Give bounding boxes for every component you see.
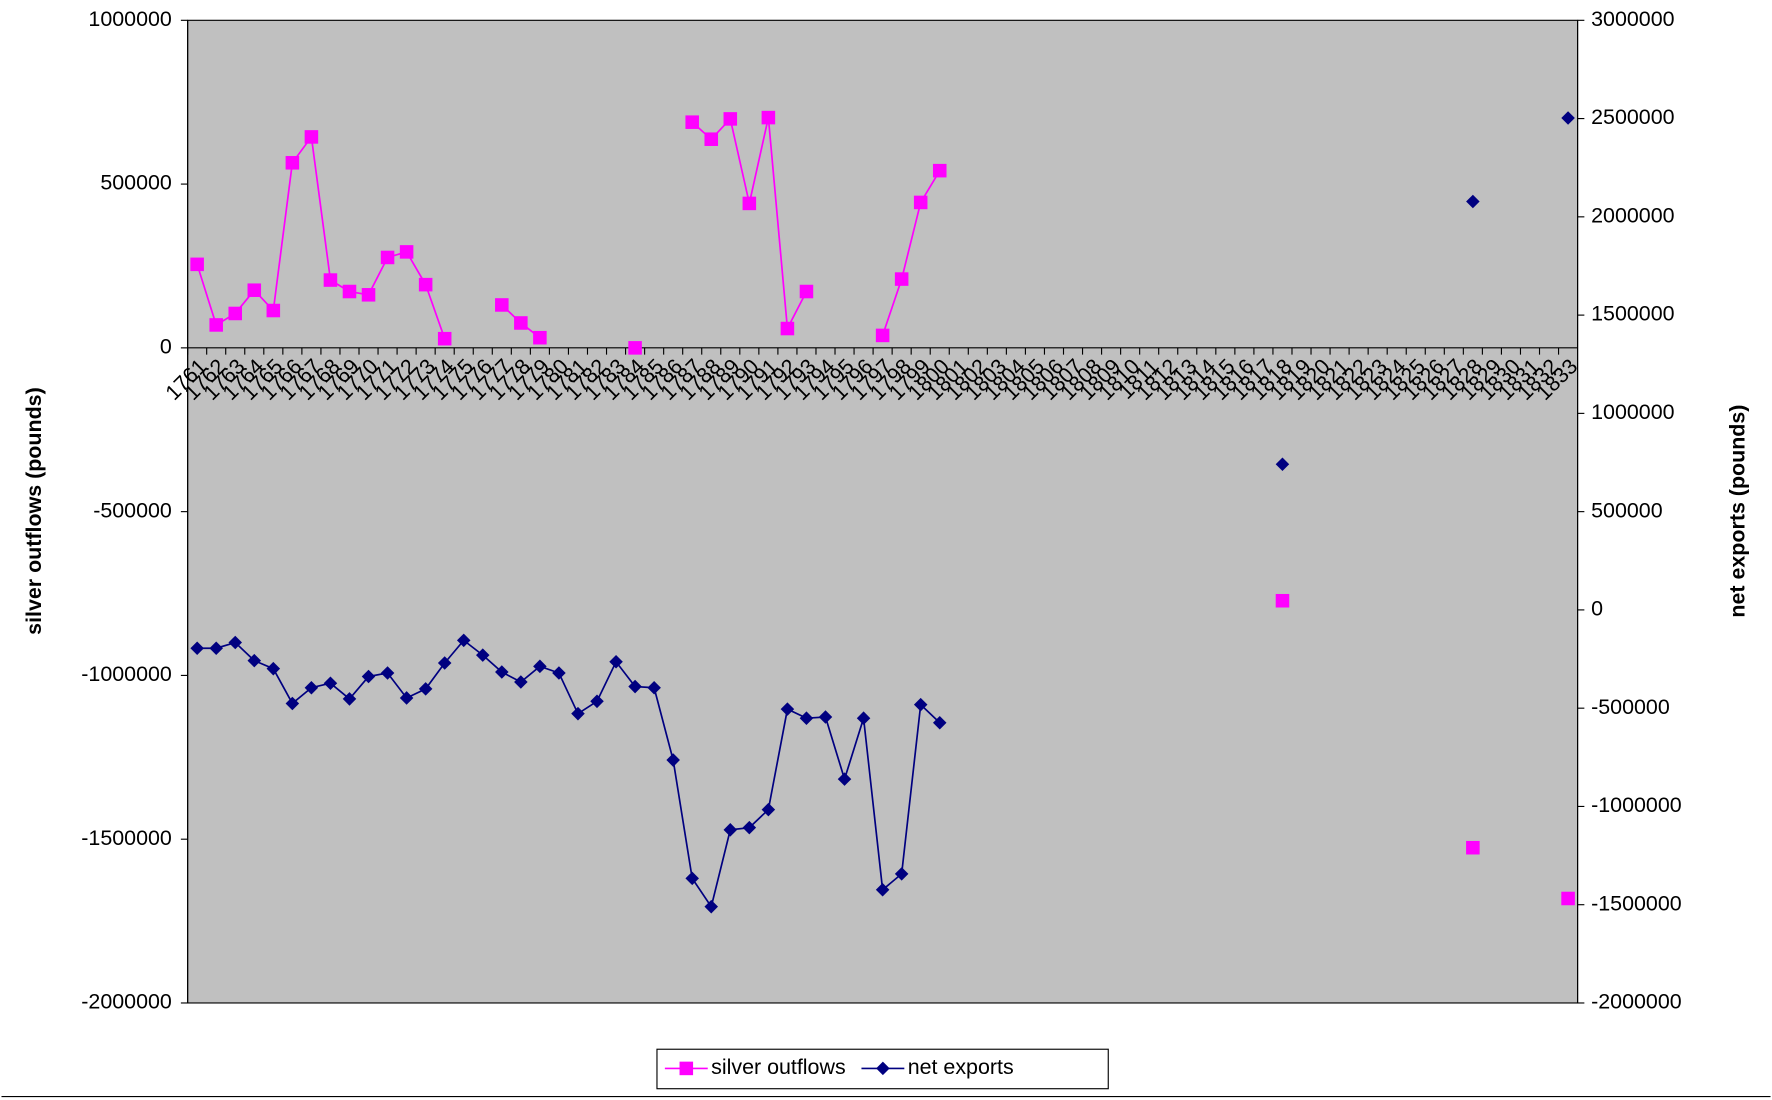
data-point bbox=[818, 710, 833, 724]
y2-tick-label: 500000 bbox=[1591, 498, 1663, 522]
y-axis-title: silver outflows (pounds) bbox=[22, 387, 46, 635]
data-point bbox=[1466, 194, 1480, 209]
data-point bbox=[228, 306, 243, 321]
data-point bbox=[514, 316, 528, 330]
data-point bbox=[1561, 111, 1575, 125]
plot-area bbox=[187, 19, 1579, 1004]
data-point bbox=[1561, 891, 1575, 906]
data-point bbox=[399, 245, 414, 259]
legend-marker bbox=[876, 1061, 890, 1076]
data-point bbox=[495, 298, 509, 312]
data-point bbox=[799, 711, 814, 725]
data-point bbox=[837, 772, 852, 786]
data-point bbox=[533, 330, 547, 345]
y2-axis-title: net exports (pounds) bbox=[1726, 405, 1750, 618]
data-point bbox=[285, 156, 300, 170]
data-point bbox=[875, 328, 890, 343]
data-point bbox=[418, 277, 433, 292]
data-point bbox=[780, 321, 795, 336]
y2-tick-label: 1500000 bbox=[1591, 302, 1674, 326]
data-point bbox=[380, 250, 395, 265]
data-point bbox=[361, 288, 376, 302]
y2-tick-label: 2000000 bbox=[1591, 203, 1674, 227]
data-point bbox=[761, 110, 776, 125]
data-point bbox=[399, 691, 414, 705]
data-point bbox=[304, 130, 319, 144]
data-point bbox=[418, 682, 433, 696]
data-point bbox=[875, 883, 890, 897]
data-point bbox=[342, 692, 357, 706]
y2-tick-label: -1000000 bbox=[1591, 793, 1682, 817]
data-point bbox=[742, 196, 757, 211]
data-point bbox=[437, 331, 452, 346]
data-point bbox=[495, 665, 509, 679]
data-point bbox=[685, 115, 699, 129]
data-point bbox=[894, 272, 909, 286]
data-point bbox=[628, 679, 642, 694]
data-point bbox=[342, 284, 357, 299]
data-point bbox=[704, 132, 719, 146]
data-point bbox=[190, 257, 204, 272]
data-point bbox=[209, 318, 223, 332]
y2-tick-label: 3000000 bbox=[1591, 7, 1674, 31]
data-point bbox=[1275, 593, 1290, 608]
data-point bbox=[856, 711, 871, 725]
data-point bbox=[913, 195, 928, 210]
y-tick-label: -500000 bbox=[93, 498, 172, 522]
data-point bbox=[590, 694, 604, 709]
data-point bbox=[380, 666, 395, 680]
y2-tick-label: -2000000 bbox=[1591, 990, 1682, 1014]
data-point bbox=[247, 283, 262, 297]
y2-tick-label: -1500000 bbox=[1591, 891, 1682, 915]
data-point bbox=[628, 341, 642, 355]
y-tick-label: 1000000 bbox=[88, 7, 171, 31]
y2-tick-label: 1000000 bbox=[1591, 400, 1674, 424]
data-point bbox=[799, 284, 814, 299]
y-tick-label: 500000 bbox=[100, 171, 172, 195]
data-point bbox=[932, 163, 947, 178]
legend-label: silver outflows bbox=[711, 1055, 846, 1079]
y-tick-label: -1000000 bbox=[81, 662, 172, 686]
legend-marker bbox=[679, 1061, 694, 1076]
data-point bbox=[704, 899, 719, 914]
y-tick-label: -2000000 bbox=[81, 990, 172, 1014]
y-tick-label: 0 bbox=[160, 335, 172, 359]
legend-label: net exports bbox=[908, 1055, 1014, 1079]
data-point bbox=[1275, 457, 1290, 472]
data-point bbox=[723, 112, 738, 126]
data-point bbox=[1466, 840, 1480, 855]
data-point bbox=[913, 697, 928, 712]
data-point bbox=[266, 303, 281, 318]
data-point bbox=[361, 669, 376, 684]
y-tick-label: -1500000 bbox=[81, 826, 172, 850]
y2-tick-label: 0 bbox=[1591, 597, 1603, 621]
data-point bbox=[323, 273, 338, 287]
y2-tick-label: 2500000 bbox=[1591, 105, 1674, 129]
y2-tick-label: -500000 bbox=[1591, 695, 1670, 719]
